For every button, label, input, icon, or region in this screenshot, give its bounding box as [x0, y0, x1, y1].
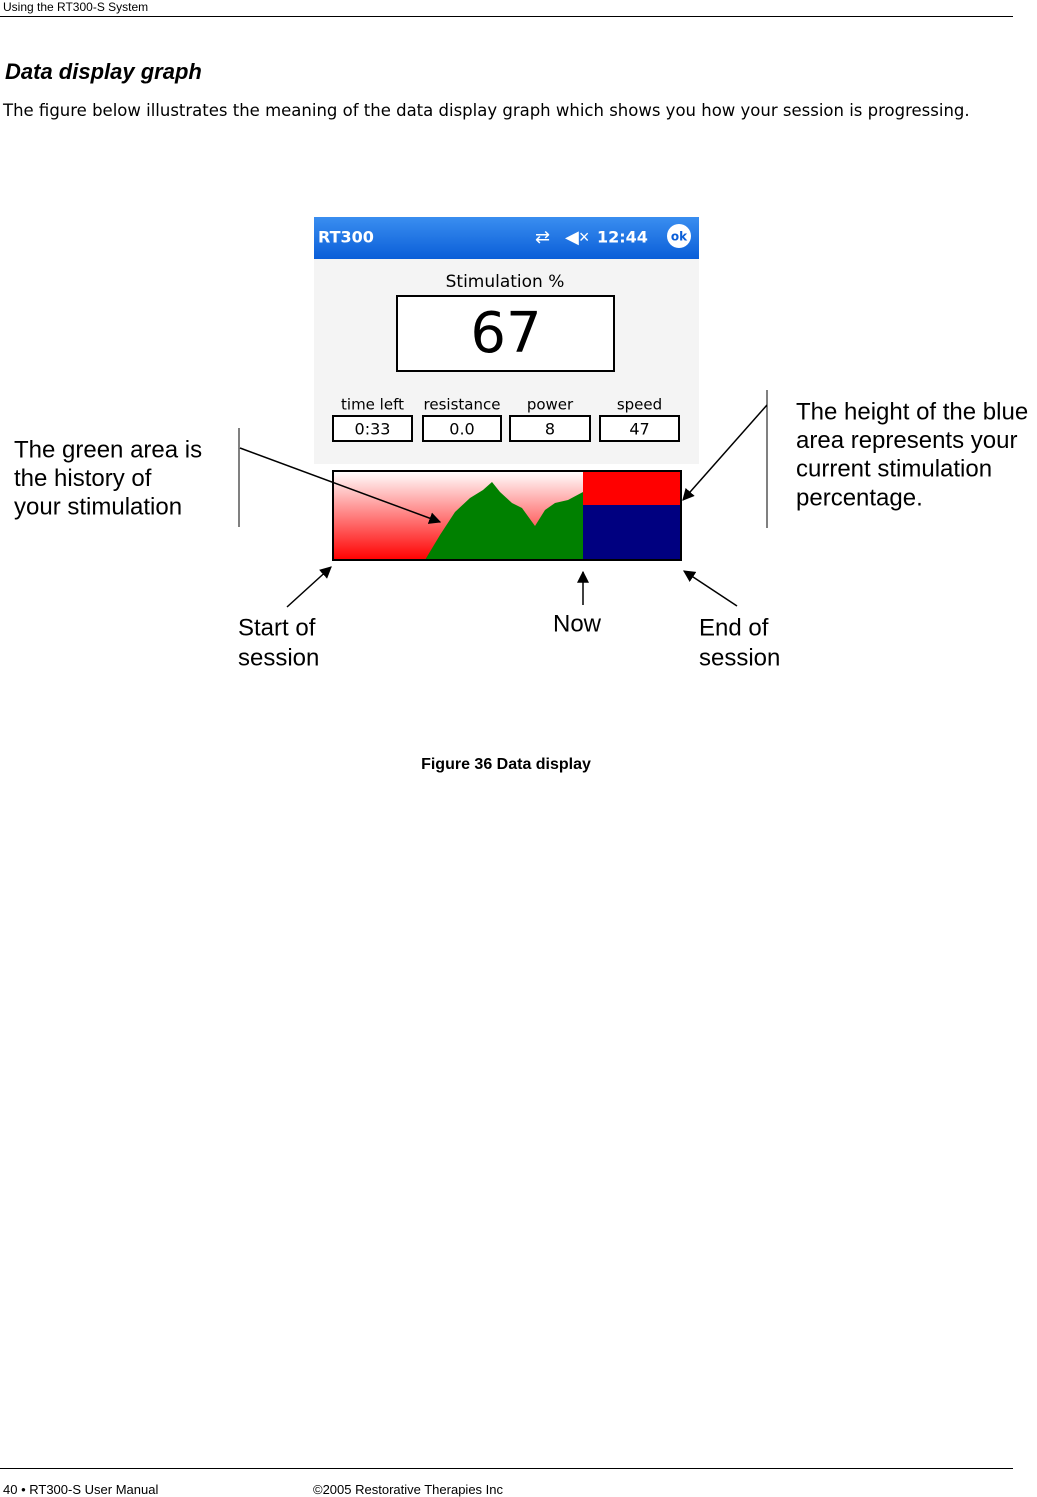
body-text: The figure below illustrates the meaning… — [3, 101, 970, 120]
ok-button-bg[interactable] — [667, 224, 691, 248]
field-box — [599, 415, 680, 442]
field-label: resistance — [424, 396, 501, 414]
field-label: speed — [617, 396, 662, 414]
connection-icon: ⇄ — [535, 227, 550, 247]
stimulation-label: Stimulation % — [446, 272, 565, 292]
field-label: time left — [341, 396, 404, 414]
title-bar — [314, 217, 699, 259]
footer-page: 40 • RT300-S User Manual — [3, 1482, 159, 1497]
app-name: RT300 — [318, 228, 374, 247]
arrow — [286, 566, 332, 608]
section-title: Data display graph — [5, 59, 202, 84]
arrow — [682, 404, 768, 501]
speaker-icon: ◀× — [565, 227, 589, 247]
stimulation-box — [396, 295, 615, 372]
ok-button[interactable]: ok — [671, 230, 688, 244]
running-title: Using the RT300-S System — [3, 0, 149, 14]
field-label: power — [527, 396, 574, 414]
header-rule — [0, 16, 1013, 17]
remaining-red — [583, 471, 681, 505]
clock: 12:44 — [597, 228, 648, 247]
current-blue — [583, 505, 681, 560]
footer-rule — [0, 1468, 1013, 1469]
stimulation-value: 67 — [470, 301, 541, 366]
history-area — [425, 482, 583, 560]
annotation-line: percentage. — [796, 484, 923, 511]
annotation-line: current stimulation — [796, 456, 992, 483]
annotation-line: The height of the blue — [796, 398, 1028, 425]
annotation-line: The green area is — [14, 436, 202, 463]
graph-frame — [332, 470, 682, 561]
annotation-line: the history of — [14, 465, 152, 492]
field-value: 0.0 — [449, 420, 474, 439]
figure: RT300 ⇄ ◀× 12:44 ok Stimulation % 67 tim… — [14, 217, 1028, 671]
arrow — [682, 570, 738, 607]
annotation-line: session — [238, 644, 319, 671]
annotation-line: session — [699, 644, 780, 671]
field-value: 0:33 — [355, 420, 391, 439]
footer-copyright: ©2005 Restorative Therapies Inc — [313, 1482, 503, 1497]
figure-caption: Figure 36 Data display — [421, 756, 591, 773]
annotation-line: Start of — [238, 614, 316, 641]
annotation-line: Now — [553, 610, 602, 637]
annotation-line: your stimulation — [14, 493, 182, 520]
field-value: 47 — [629, 420, 649, 439]
arrow — [239, 447, 442, 524]
field-box — [509, 415, 591, 442]
annotation-line: area represents your — [796, 427, 1017, 454]
field-box — [332, 415, 413, 442]
field-value: 8 — [545, 420, 555, 439]
field-box — [422, 415, 502, 442]
annotation-line: End of — [699, 614, 769, 641]
